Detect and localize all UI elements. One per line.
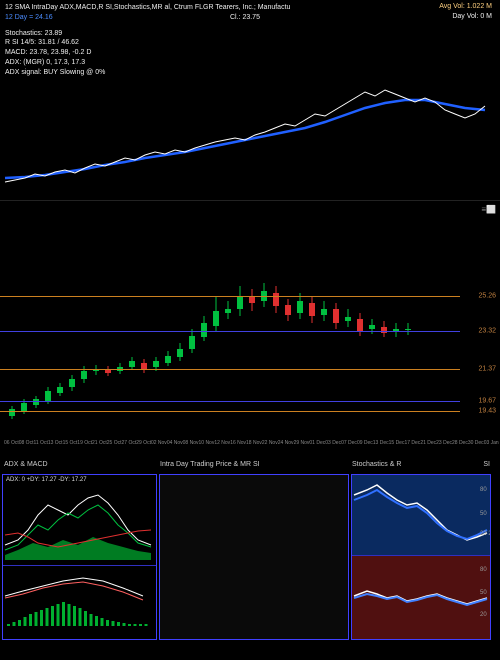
adx-svg bbox=[3, 475, 157, 565]
svg-text:20: 20 bbox=[480, 612, 487, 618]
day-vol: Day Vol: 0 M bbox=[452, 12, 492, 22]
chart-menu-icon[interactable]: ≡⬜ bbox=[481, 205, 496, 214]
title-line: 12 SMA IntraDay ADX,MACD,R SI,Stochastic… bbox=[5, 3, 495, 13]
stoch-top-svg: 80 50 23 20 bbox=[352, 475, 491, 555]
intraday-title: Intra Day Trading Price & MR SI bbox=[160, 461, 352, 473]
svg-text:80: 80 bbox=[480, 487, 487, 493]
macd-svg bbox=[3, 565, 157, 639]
svg-text:50: 50 bbox=[480, 511, 487, 517]
hdr-left: 12 SMA IntraDay ADX,MACD,R SI,Stochastic… bbox=[5, 4, 290, 11]
adx-macd-panel: ADX: 0 +DY: 17.27 -DY: 17.27 bbox=[2, 474, 157, 640]
candlestick-chart: ≡⬜ 25.2623.3221.3719.6719.43 06 Oct08 Oc… bbox=[0, 200, 500, 460]
rsi-line: R SI 14/5: 31.81 / 46.62 bbox=[5, 38, 495, 48]
stoch-bot-svg: 80 50 20 bbox=[352, 555, 491, 639]
close-price: Cl.: 23.75 bbox=[230, 13, 260, 23]
candle-x-axis: 06 Oct08 Oct11 Oct13 Oct15 Oct19 Oct21 O… bbox=[0, 440, 460, 446]
svg-text:50: 50 bbox=[480, 590, 487, 596]
stoch-title: Stochastics & R bbox=[352, 461, 401, 468]
macd-line: MACD: 23.78, 23.98, -0.2 D bbox=[5, 48, 495, 58]
adx-line: ADX: (MGR) 0, 17.3, 17.3 bbox=[5, 58, 495, 68]
svg-text:23 20: 23 20 bbox=[480, 531, 491, 537]
si-title: SI bbox=[483, 461, 490, 468]
svg-text:80: 80 bbox=[480, 567, 487, 573]
bottom-panel-titles: ADX & MACD Intra Day Trading Price & MR … bbox=[0, 460, 500, 474]
stochastics: Stochastics: 23.89 bbox=[5, 30, 62, 37]
adx-values-label: ADX: 0 +DY: 17.27 -DY: 17.27 bbox=[6, 477, 87, 483]
chart-header: 12 SMA IntraDay ADX,MACD,R SI,Stochastic… bbox=[0, 0, 500, 70]
sma-12: 12 Day = 24.16 bbox=[5, 14, 53, 21]
header-line-2: 12 Day = 24.16 Cl.: 23.75 Day Vol: 0 M bbox=[5, 13, 495, 23]
indicator-panels: ADX: 0 +DY: 17.27 -DY: 17.27 80 50 23 20 8… bbox=[0, 474, 500, 640]
line-chart-svg bbox=[0, 70, 500, 200]
stochastics-panel: 80 50 23 20 80 50 20 bbox=[351, 474, 491, 640]
avg-vol: Avg Vol: 1.022 M bbox=[439, 3, 492, 10]
stoch-line: Stochastics: 23.89 bbox=[5, 29, 495, 39]
intraday-panel bbox=[159, 474, 349, 640]
candle-svg bbox=[0, 201, 460, 431]
price-ma-chart bbox=[0, 70, 500, 200]
adx-macd-title: ADX & MACD bbox=[4, 461, 160, 473]
